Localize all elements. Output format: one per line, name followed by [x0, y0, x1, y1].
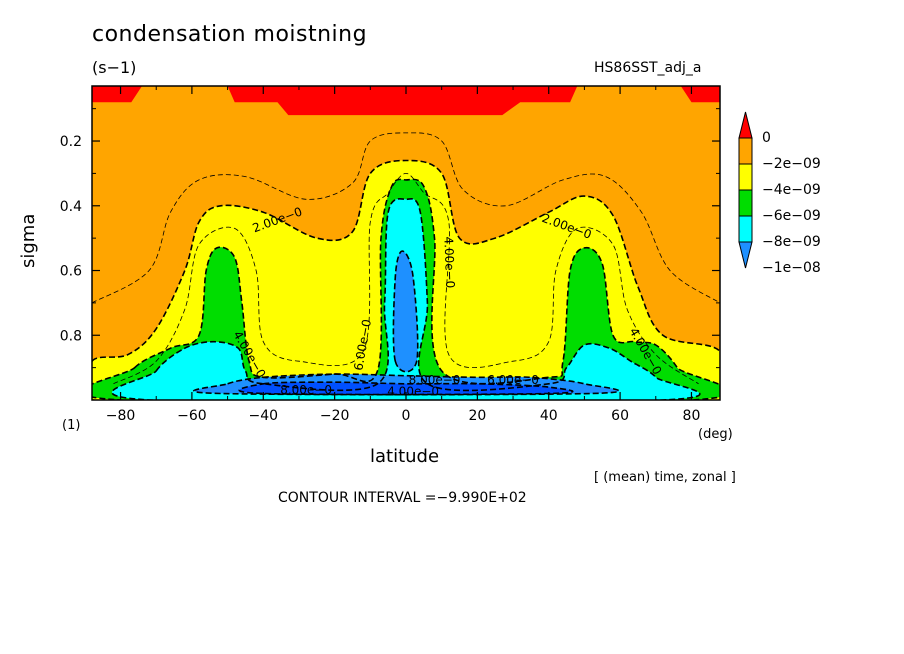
chart-units: (s−1) — [92, 58, 137, 77]
legend-swatch — [738, 189, 753, 217]
x-tick-label: 80 — [683, 408, 701, 424]
thin-contour-0 — [92, 132, 720, 304]
y-axis: 0.2 0.4 0.6 0.8 — [60, 108, 720, 401]
x-axis: −80 −60 −40 −20 0 20 40 60 80 — [106, 86, 701, 424]
y-axis-units: (1) — [62, 418, 81, 433]
x-axis-units: (deg) — [698, 427, 733, 442]
x-tick-label: −60 — [177, 408, 207, 424]
x-tick-label: 60 — [611, 408, 629, 424]
y-tick-label: 0.4 — [60, 199, 82, 215]
contour-line-3 — [92, 159, 720, 400]
legend-swatch — [738, 163, 753, 191]
y-tick-label: 0.6 — [60, 264, 82, 280]
x-tick-label: −80 — [106, 408, 136, 424]
legend-arrow-top — [738, 111, 753, 139]
averaging-note: [ (mean) time, zonal ] — [594, 470, 736, 485]
contour-line-4 — [92, 178, 720, 400]
legend-label: 0 — [762, 130, 771, 146]
y-tick-label: 0.8 — [60, 328, 82, 344]
legend-label: −8e−09 — [762, 234, 821, 250]
x-tick-label: 0 — [402, 408, 411, 424]
legend-arrow-bottom — [738, 241, 753, 269]
x-tick-label: 40 — [540, 408, 558, 424]
contour-region-gt_0-0 — [92, 86, 142, 103]
contour-label: 8.00e−0 — [409, 373, 461, 387]
legend-label: −4e−09 — [762, 182, 821, 198]
legend-swatch — [738, 215, 753, 243]
legend-label: −6e−09 — [762, 208, 821, 224]
contour-line-6 — [392, 250, 419, 373]
legend-label: −1e−08 — [762, 260, 821, 276]
x-tick-label: −40 — [248, 408, 278, 424]
contour-region-gt_0-2 — [680, 86, 720, 103]
contour-region-gt_0-1 — [227, 86, 578, 116]
thin-contour-1 — [113, 172, 699, 385]
run-name: HS86SST_adj_a — [594, 60, 702, 76]
contour-interval-note: CONTOUR INTERVAL =−9.990E+02 — [278, 490, 527, 506]
contour-line-7 — [192, 373, 620, 396]
contour-line-8 — [238, 381, 574, 396]
legend-label: −2e−09 — [762, 156, 821, 172]
contour-region-c6-8 — [239, 382, 573, 395]
chart-title: condensation moistning — [92, 22, 368, 47]
x-axis-title: latitude — [370, 446, 440, 467]
x-tick-label: 20 — [468, 408, 486, 424]
contour-region-c5-6 — [393, 251, 418, 372]
color-legend: 0 −2e−09 −4e−09 −6e−09 −8e−09 −1e−08 — [738, 111, 821, 276]
contour-label: 4.00e−0 — [441, 236, 457, 288]
legend-swatch — [738, 137, 753, 165]
contour-fills — [92, 86, 720, 400]
contour-label: 6.00e−0 — [487, 373, 539, 387]
contour-label: 4.00e−0 — [387, 384, 439, 398]
y-tick-label: 0.2 — [60, 134, 82, 150]
contour-label: 8.00e−0 — [280, 383, 332, 397]
x-tick-label: −20 — [320, 408, 350, 424]
